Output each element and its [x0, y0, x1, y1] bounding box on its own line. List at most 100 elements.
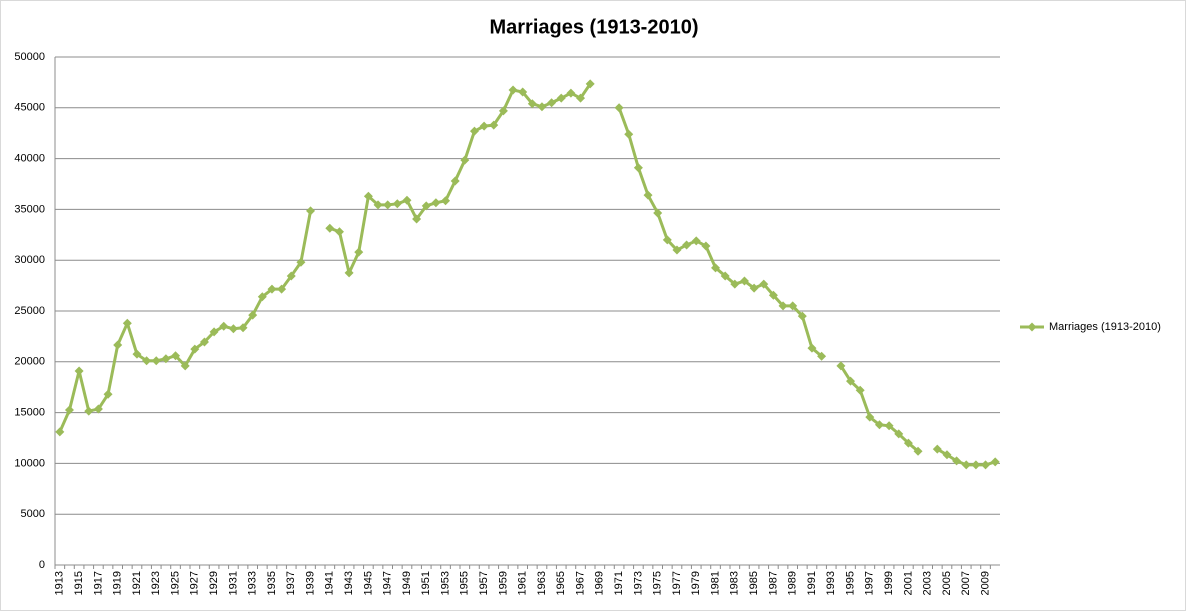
data-point — [142, 356, 152, 366]
x-tick-label: 1925 — [169, 571, 181, 595]
data-point — [797, 311, 807, 321]
data-point — [431, 198, 441, 208]
x-tick-label: 2003 — [922, 571, 934, 595]
data-point — [711, 263, 721, 273]
data-point — [55, 427, 65, 437]
data-point — [113, 340, 123, 350]
x-tick-label: 1967 — [574, 571, 586, 595]
data-point — [412, 214, 422, 224]
x-tick-label: 1999 — [883, 571, 895, 595]
data-point — [267, 284, 277, 294]
data-point — [807, 343, 817, 353]
x-tick-label: 1975 — [652, 571, 664, 595]
data-point — [971, 460, 981, 470]
x-tick-label: 1915 — [73, 571, 85, 595]
data-point — [614, 103, 624, 113]
x-tick-label: 1951 — [420, 571, 432, 595]
x-tick-label: 1965 — [555, 571, 567, 595]
data-point — [768, 290, 778, 300]
data-point — [383, 200, 393, 210]
x-tick-label: 1983 — [729, 571, 741, 595]
data-point — [730, 279, 740, 289]
data-point — [489, 120, 499, 130]
data-point — [103, 389, 113, 399]
data-point — [952, 456, 962, 466]
data-point — [527, 99, 537, 109]
data-point — [354, 247, 364, 257]
x-tick-label: 1939 — [304, 571, 316, 595]
x-tick-label: 1993 — [825, 571, 837, 595]
data-point — [199, 337, 209, 347]
data-point — [874, 420, 884, 430]
x-tick-label: 1947 — [382, 571, 394, 595]
data-point — [479, 121, 489, 131]
x-tick-label: 1959 — [497, 571, 509, 595]
data-point — [990, 457, 1000, 467]
x-tick-label: 1929 — [208, 571, 220, 595]
data-point — [469, 126, 479, 136]
data-point — [961, 460, 971, 470]
data-point — [402, 195, 412, 205]
data-point — [585, 79, 595, 89]
y-tick-label: 0 — [39, 559, 45, 571]
data-point — [865, 412, 875, 422]
data-point — [498, 106, 508, 116]
x-tick-label: 1917 — [92, 571, 104, 595]
y-tick-label: 25000 — [14, 305, 45, 317]
x-tick-label: 1933 — [247, 571, 259, 595]
data-point — [720, 271, 730, 281]
x-tick-label: 1943 — [343, 571, 355, 595]
data-point — [392, 199, 402, 209]
data-point — [576, 93, 586, 103]
data-point — [846, 376, 856, 386]
x-tick-label: 2005 — [941, 571, 953, 595]
data-point — [248, 310, 258, 320]
data-point — [93, 404, 103, 414]
data-point — [325, 223, 335, 233]
data-point — [450, 176, 460, 186]
data-point — [653, 208, 663, 218]
y-tick-label: 10000 — [14, 457, 45, 469]
x-tick-label: 1919 — [112, 571, 124, 595]
data-point — [817, 351, 827, 361]
data-point — [913, 446, 923, 456]
x-tick-label: 1949 — [401, 571, 413, 595]
x-tick-label: 1989 — [787, 571, 799, 595]
data-point — [932, 444, 942, 454]
x-tick-label: 1981 — [709, 571, 721, 595]
x-tick-label: 1945 — [362, 571, 374, 595]
y-tick-label: 40000 — [14, 153, 45, 165]
data-point — [363, 191, 373, 201]
data-point — [701, 241, 711, 251]
data-point — [643, 190, 653, 200]
x-tick-label: 1979 — [690, 571, 702, 595]
data-point — [903, 438, 913, 448]
data-point — [739, 276, 749, 286]
data-point — [180, 361, 190, 371]
chart-title: Marriages (1913-2010) — [489, 16, 698, 38]
data-point — [122, 318, 132, 328]
data-point — [286, 271, 296, 281]
data-point — [306, 206, 316, 216]
data-point — [151, 356, 161, 366]
data-point — [219, 321, 229, 331]
data-point — [190, 344, 200, 354]
data-point — [257, 292, 267, 302]
data-point — [421, 201, 431, 211]
y-tick-label: 5000 — [21, 508, 45, 520]
x-tick-label: 1955 — [459, 571, 471, 595]
data-point — [682, 240, 692, 250]
data-point — [508, 85, 518, 95]
data-point — [981, 460, 991, 470]
data-point — [171, 351, 181, 361]
data-point — [373, 200, 383, 210]
data-point — [566, 88, 576, 98]
x-tick-label: 1935 — [266, 571, 278, 595]
legend-label: Marriages (1913-2010) — [1049, 321, 1161, 333]
legend-marker — [1027, 322, 1037, 332]
x-tick-label: 1997 — [864, 571, 876, 595]
data-point — [84, 406, 94, 416]
y-tick-label: 20000 — [14, 356, 45, 368]
